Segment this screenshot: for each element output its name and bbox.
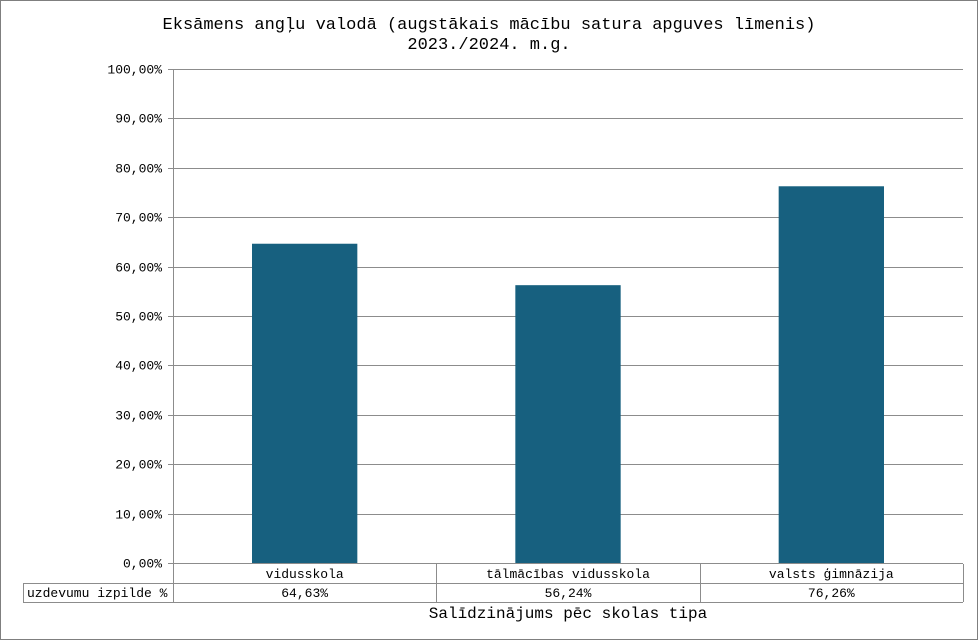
y-tick-label: 0,00% xyxy=(123,557,162,572)
y-tick-label: 50,00% xyxy=(115,310,162,325)
x-axis-label: Salīdzinājums pēc skolas tipa xyxy=(429,605,708,623)
y-axis: 0,00% 10,00% 20,00% 30,00% 40,00% 50,00% 60,00… xyxy=(107,63,174,572)
value-label: 76,26% xyxy=(808,586,855,601)
data-table: vidusskola 64,63% tālmācības vidusskola 56,… xyxy=(23,564,964,603)
chart-title: Eksāmens angļu valodā (augstākais mācību… xyxy=(163,16,816,35)
value-label: 56,24% xyxy=(545,586,592,601)
y-tick-label: 70,00% xyxy=(115,211,162,226)
y-tick-label: 100,00% xyxy=(107,63,162,78)
y-tick-label: 20,00% xyxy=(115,458,162,473)
y-tick-label: 60,00% xyxy=(115,261,162,276)
category-label: vidusskola xyxy=(266,567,344,582)
y-tick-label: 30,00% xyxy=(115,409,162,424)
bar xyxy=(515,285,621,563)
bar-series xyxy=(252,186,884,564)
chart-subtitle: 2023./2024. m.g. xyxy=(407,36,570,55)
bar xyxy=(778,186,884,563)
value-label: 64,63% xyxy=(281,586,328,601)
y-tick-label: 10,00% xyxy=(115,508,162,523)
series-name: uzdevumu izpilde % xyxy=(27,586,168,601)
y-tick-label: 90,00% xyxy=(115,112,162,127)
category-label: tālmācības vidusskola xyxy=(486,567,650,582)
y-tick-label: 40,00% xyxy=(115,359,162,374)
y-tick-label: 80,00% xyxy=(115,162,162,177)
category-label: valsts ģimnāzija xyxy=(769,567,894,582)
bar xyxy=(252,243,358,564)
